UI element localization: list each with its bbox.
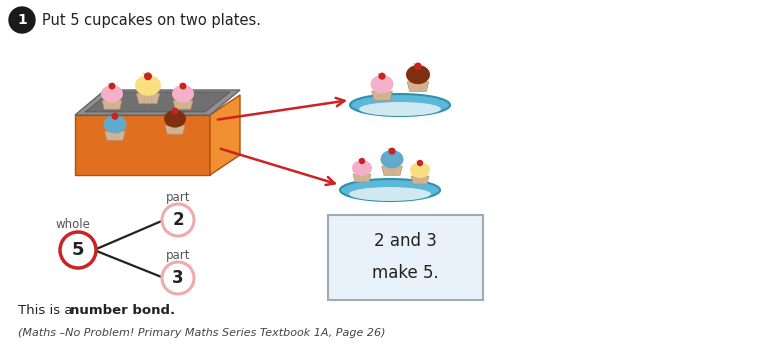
Polygon shape: [353, 174, 371, 182]
Circle shape: [379, 73, 385, 79]
Ellipse shape: [359, 102, 441, 116]
Circle shape: [162, 262, 194, 294]
Ellipse shape: [101, 85, 123, 102]
Text: 2: 2: [172, 211, 184, 229]
Polygon shape: [102, 100, 122, 109]
Polygon shape: [75, 115, 210, 175]
Circle shape: [144, 73, 151, 80]
Polygon shape: [377, 73, 382, 76]
Ellipse shape: [104, 115, 127, 134]
Text: part: part: [166, 191, 190, 205]
Polygon shape: [387, 148, 392, 151]
Polygon shape: [382, 166, 402, 175]
Text: This is a: This is a: [18, 303, 77, 317]
Text: 3: 3: [172, 269, 184, 287]
Text: whole: whole: [55, 217, 91, 231]
Circle shape: [359, 159, 365, 164]
Circle shape: [180, 83, 186, 89]
Ellipse shape: [135, 75, 161, 96]
Polygon shape: [173, 100, 193, 109]
Circle shape: [9, 7, 35, 33]
Polygon shape: [210, 95, 240, 175]
Text: 2 and 3
make 5.: 2 and 3 make 5.: [372, 232, 439, 282]
Polygon shape: [411, 176, 429, 184]
Circle shape: [172, 109, 177, 114]
Text: part: part: [166, 250, 190, 262]
Polygon shape: [358, 158, 362, 161]
Text: number bond.: number bond.: [70, 303, 175, 317]
Text: (Maths –No Problem! Primary Maths Series Textbook 1A, Page 26): (Maths –No Problem! Primary Maths Series…: [18, 328, 386, 338]
Polygon shape: [111, 113, 115, 116]
Polygon shape: [165, 125, 185, 134]
Polygon shape: [179, 83, 183, 86]
Ellipse shape: [164, 110, 186, 127]
Ellipse shape: [410, 162, 430, 178]
Polygon shape: [85, 92, 230, 112]
Circle shape: [162, 204, 194, 236]
Polygon shape: [143, 72, 148, 76]
Circle shape: [112, 113, 118, 119]
FancyBboxPatch shape: [328, 215, 483, 300]
Ellipse shape: [172, 85, 194, 102]
Text: 5: 5: [71, 241, 84, 259]
Polygon shape: [108, 83, 112, 86]
Polygon shape: [413, 62, 418, 66]
Circle shape: [415, 63, 421, 69]
Polygon shape: [136, 93, 160, 104]
Ellipse shape: [350, 94, 450, 116]
Ellipse shape: [406, 65, 430, 84]
Polygon shape: [170, 108, 175, 111]
Ellipse shape: [340, 179, 440, 201]
Polygon shape: [372, 91, 392, 100]
Circle shape: [389, 148, 395, 154]
Circle shape: [109, 83, 114, 89]
Polygon shape: [416, 160, 420, 163]
Ellipse shape: [352, 160, 372, 176]
Polygon shape: [104, 131, 125, 140]
Ellipse shape: [370, 75, 393, 94]
Text: 1: 1: [17, 13, 27, 27]
Polygon shape: [75, 90, 240, 115]
Circle shape: [60, 232, 96, 268]
Polygon shape: [407, 82, 429, 91]
Circle shape: [418, 161, 422, 166]
Ellipse shape: [349, 187, 431, 201]
Ellipse shape: [380, 150, 403, 169]
Text: Put 5 cupcakes on two plates.: Put 5 cupcakes on two plates.: [42, 12, 261, 27]
